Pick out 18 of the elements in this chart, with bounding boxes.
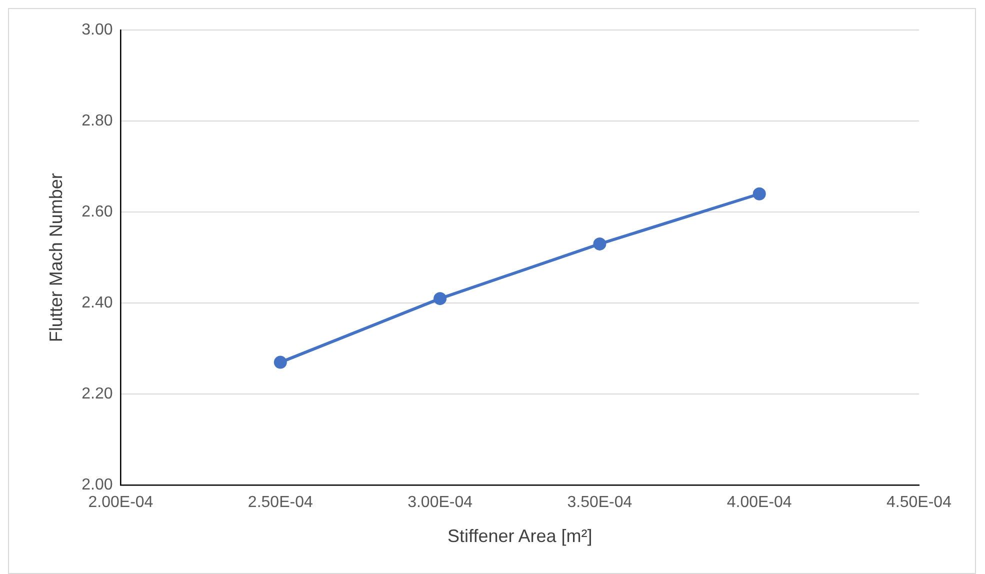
x-tick-label: 3.00E-04	[408, 494, 473, 512]
x-tick-label: 3.50E-04	[567, 494, 632, 512]
y-tick-label: 3.00	[82, 21, 113, 38]
y-axis-title: Flutter Mach Number	[46, 173, 66, 342]
x-tick-label: 4.50E-04	[886, 494, 952, 512]
y-tick-label: 2.80	[82, 112, 113, 130]
y-tick-label: 2.20	[82, 386, 113, 403]
point	[434, 292, 447, 306]
x-tick-label: 4.00E-04	[726, 494, 792, 512]
point	[752, 187, 766, 200]
y-tick-label: 2.00	[82, 476, 113, 494]
x-axis-title: Stiffener Area [m²]	[448, 526, 592, 546]
point	[274, 356, 287, 369]
y-tick-label: 2.60	[82, 203, 113, 220]
x-tick-label: 2.50E-04	[248, 494, 313, 512]
y-tick-label: 2.40	[82, 294, 113, 312]
x-tick-label: 2.00E-04	[88, 494, 154, 512]
point	[593, 237, 606, 250]
